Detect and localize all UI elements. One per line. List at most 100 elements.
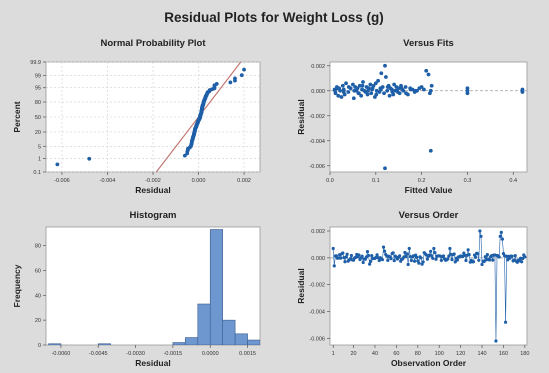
normal-probability-point: [233, 76, 237, 81]
versus-order-y-tick-label-3: -0.004: [309, 309, 325, 315]
versus-order-point: [483, 255, 487, 259]
versus-order-point: [339, 256, 343, 260]
versus-fits-point: [344, 81, 348, 86]
versus-order-x-tick-label-2: 40: [372, 351, 378, 357]
versus-fits-point: [520, 88, 525, 93]
versus-fits-point: [383, 166, 387, 171]
versus-order-point: [455, 258, 460, 262]
versus-fits-point: [376, 78, 381, 83]
versus-order-point: [476, 252, 480, 256]
versus-order-point: [430, 254, 434, 258]
normal-probability-point: [239, 73, 244, 78]
normal-probability-title: Normal Probability Plot: [100, 38, 206, 49]
histogram-bar: [197, 303, 211, 345]
versus-order-title: Versus Order: [399, 210, 459, 221]
histogram-bar: [209, 229, 223, 345]
versus-order-point: [386, 258, 390, 262]
histogram-x-tick-label-0: -0.0060: [52, 351, 71, 357]
versus-order-point: [375, 253, 379, 257]
versus-order-x-tick-label-8: 160: [499, 351, 508, 357]
versus-fits-point: [383, 75, 388, 79]
versus-fits-y-tick-label-2: -0.002: [309, 114, 325, 120]
versus-order-point: [381, 245, 386, 249]
versus-fits-point: [404, 91, 408, 96]
versus-order-point: [433, 250, 437, 255]
versus-order-x-tick-label-0: 1: [332, 351, 335, 357]
versus-fits-point: [429, 83, 434, 88]
versus-fits-point: [341, 90, 346, 94]
histogram-marks: [48, 229, 260, 345]
versus-order-x-tick-label-7: 140: [477, 351, 486, 357]
versus-order-point: [471, 260, 476, 264]
versus-order-point: [391, 251, 395, 255]
normal-probability-y-tick-label-6: 95: [35, 86, 41, 92]
versus-order-point: [446, 257, 450, 261]
versus-fits-y-axis-label: Residual: [296, 99, 306, 134]
histogram-bar: [48, 343, 62, 345]
normal-probability-y-axis-label: Percent: [12, 101, 22, 132]
versus-order-marks: [330, 229, 527, 343]
versus-fits-point: [392, 82, 397, 87]
normal-probability-x-tick-label-4: 0.002: [237, 178, 251, 184]
versus-order-y-tick-label-2: -0.002: [309, 283, 325, 289]
histogram-bar: [172, 342, 186, 345]
versus-fits-point: [365, 92, 370, 97]
versus-fits-x-tick-label-4: 0.4: [509, 178, 517, 184]
versus-order-point: [434, 257, 438, 261]
versus-order-point: [366, 253, 371, 258]
versus-order-point: [417, 261, 421, 265]
histogram-x-tick-label-2: -0.0030: [126, 351, 145, 357]
versus-fits-panel: Versus Fits 0.0 0.1 0.2 0.3 0.4 0.002 0.000 -0.0…: [296, 38, 528, 195]
versus-fits-point: [426, 72, 431, 77]
versus-order-point: [392, 259, 396, 263]
versus-fits-point: [339, 95, 344, 99]
versus-order-point: [439, 258, 443, 263]
versus-order-point: [368, 262, 372, 266]
versus-order-x-axis-label: Observation Order: [391, 358, 467, 368]
versus-order-x-tick-label-6: 120: [456, 351, 465, 357]
versus-order-point: [361, 260, 365, 265]
normal-probability-x-tick-label-0: -0.006: [54, 178, 70, 184]
versus-order-plot-area: [329, 226, 528, 346]
versus-order-y-tick-label-4: -0.006: [309, 336, 325, 342]
versus-fits-point: [403, 85, 408, 89]
versus-order-point: [494, 339, 498, 343]
versus-fits-y-tick-label-3: -0.004: [309, 139, 325, 145]
versus-order-point: [365, 250, 370, 254]
versus-fits-point: [394, 88, 399, 93]
versus-order-point: [407, 246, 411, 251]
versus-order-point: [332, 264, 336, 268]
versus-fits-y-tick-label-0: 0.002: [311, 64, 325, 70]
histogram-y-tick-label-0: 0: [38, 343, 41, 349]
versus-order-point: [405, 252, 409, 256]
versus-fits-point: [399, 86, 404, 91]
versus-fits-point: [374, 92, 379, 97]
versus-fits-point: [379, 71, 384, 76]
versus-fits-x-tick-label-2: 0.2: [418, 178, 426, 184]
versus-order-point: [479, 234, 483, 238]
normal-probability-panel: Normal Probability Plot -0.006 -0.004 -0.00…: [12, 38, 261, 195]
versus-order-point: [432, 246, 436, 251]
histogram-x-axis-label: Residual: [135, 358, 170, 368]
normal-probability-point: [214, 82, 219, 86]
versus-fits-point: [397, 91, 402, 96]
versus-order-point: [389, 257, 393, 261]
histogram-y-tick-label-4: 80: [35, 244, 41, 250]
versus-order-point: [467, 253, 471, 257]
versus-order-point: [349, 253, 354, 258]
versus-order-x-tick-label-4: 80: [415, 351, 421, 357]
versus-order-point: [478, 229, 482, 233]
versus-order-point: [357, 253, 361, 257]
versus-fits-y-tick-label-4: -0.006: [309, 164, 325, 170]
versus-fits-x-axis-label: Fitted Value: [405, 185, 453, 195]
versus-order-point: [499, 230, 503, 234]
normal-probability-y-tick-label-2: 5: [38, 144, 41, 150]
histogram-y-axis-label: Frequency: [12, 264, 22, 307]
versus-fits-point: [413, 88, 418, 93]
versus-order-point: [369, 259, 373, 263]
normal-probability-y-tick-label-8: 99.9: [30, 60, 41, 66]
versus-fits-point: [361, 80, 365, 84]
plot-panels: Normal Probability Plot -0.006 -0.004 -0.00…: [12, 38, 529, 368]
